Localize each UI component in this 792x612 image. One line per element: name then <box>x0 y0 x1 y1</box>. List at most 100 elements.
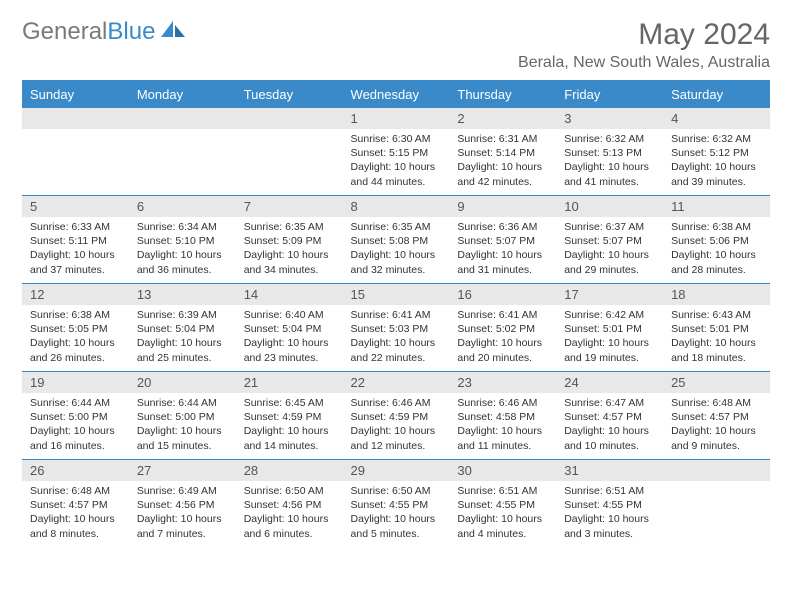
calendar-cell: 8Sunrise: 6:35 AMSunset: 5:08 PMDaylight… <box>343 196 450 284</box>
day-number: 14 <box>236 284 343 305</box>
day-number: 7 <box>236 196 343 217</box>
day-number: 29 <box>343 460 450 481</box>
calendar-row: 26Sunrise: 6:48 AMSunset: 4:57 PMDayligh… <box>22 460 770 548</box>
day-details: Sunrise: 6:51 AMSunset: 4:55 PMDaylight:… <box>556 481 663 545</box>
day-number: 15 <box>343 284 450 305</box>
day-header: Thursday <box>449 82 556 108</box>
brand-logo: GeneralBlue <box>22 18 187 46</box>
day-number: 23 <box>449 372 556 393</box>
calendar-cell: 25Sunrise: 6:48 AMSunset: 4:57 PMDayligh… <box>663 372 770 460</box>
day-header: Monday <box>129 82 236 108</box>
day-details: Sunrise: 6:38 AMSunset: 5:05 PMDaylight:… <box>22 305 129 369</box>
calendar-row: 5Sunrise: 6:33 AMSunset: 5:11 PMDaylight… <box>22 196 770 284</box>
day-number: 5 <box>22 196 129 217</box>
calendar-cell: 12Sunrise: 6:38 AMSunset: 5:05 PMDayligh… <box>22 284 129 372</box>
day-number: 30 <box>449 460 556 481</box>
day-details: Sunrise: 6:47 AMSunset: 4:57 PMDaylight:… <box>556 393 663 457</box>
day-number: 9 <box>449 196 556 217</box>
day-details: Sunrise: 6:33 AMSunset: 5:11 PMDaylight:… <box>22 217 129 281</box>
day-details: Sunrise: 6:41 AMSunset: 5:02 PMDaylight:… <box>449 305 556 369</box>
day-header: Wednesday <box>343 82 450 108</box>
day-number: 16 <box>449 284 556 305</box>
calendar-cell: 17Sunrise: 6:42 AMSunset: 5:01 PMDayligh… <box>556 284 663 372</box>
day-details: Sunrise: 6:48 AMSunset: 4:57 PMDaylight:… <box>663 393 770 457</box>
day-details: Sunrise: 6:35 AMSunset: 5:09 PMDaylight:… <box>236 217 343 281</box>
day-header: Tuesday <box>236 82 343 108</box>
day-details: Sunrise: 6:40 AMSunset: 5:04 PMDaylight:… <box>236 305 343 369</box>
calendar-cell: 14Sunrise: 6:40 AMSunset: 5:04 PMDayligh… <box>236 284 343 372</box>
day-number: 25 <box>663 372 770 393</box>
calendar-cell: 24Sunrise: 6:47 AMSunset: 4:57 PMDayligh… <box>556 372 663 460</box>
day-details: Sunrise: 6:30 AMSunset: 5:15 PMDaylight:… <box>343 129 450 193</box>
day-details: Sunrise: 6:36 AMSunset: 5:07 PMDaylight:… <box>449 217 556 281</box>
calendar-cell: 27Sunrise: 6:49 AMSunset: 4:56 PMDayligh… <box>129 460 236 548</box>
day-details: Sunrise: 6:34 AMSunset: 5:10 PMDaylight:… <box>129 217 236 281</box>
month-title: May 2024 <box>518 18 770 52</box>
sail-icon <box>159 18 187 46</box>
calendar-cell: 10Sunrise: 6:37 AMSunset: 5:07 PMDayligh… <box>556 196 663 284</box>
day-details: Sunrise: 6:46 AMSunset: 4:59 PMDaylight:… <box>343 393 450 457</box>
day-details: Sunrise: 6:41 AMSunset: 5:03 PMDaylight:… <box>343 305 450 369</box>
day-details: Sunrise: 6:39 AMSunset: 5:04 PMDaylight:… <box>129 305 236 369</box>
calendar-cell: 15Sunrise: 6:41 AMSunset: 5:03 PMDayligh… <box>343 284 450 372</box>
calendar-cell-empty <box>22 108 129 196</box>
day-details: Sunrise: 6:46 AMSunset: 4:58 PMDaylight:… <box>449 393 556 457</box>
day-details: Sunrise: 6:42 AMSunset: 5:01 PMDaylight:… <box>556 305 663 369</box>
calendar-row: 19Sunrise: 6:44 AMSunset: 5:00 PMDayligh… <box>22 372 770 460</box>
calendar-cell: 4Sunrise: 6:32 AMSunset: 5:12 PMDaylight… <box>663 108 770 196</box>
day-details: Sunrise: 6:32 AMSunset: 5:13 PMDaylight:… <box>556 129 663 193</box>
calendar-cell: 20Sunrise: 6:44 AMSunset: 5:00 PMDayligh… <box>129 372 236 460</box>
day-details: Sunrise: 6:48 AMSunset: 4:57 PMDaylight:… <box>22 481 129 545</box>
day-details: Sunrise: 6:51 AMSunset: 4:55 PMDaylight:… <box>449 481 556 545</box>
calendar-cell: 26Sunrise: 6:48 AMSunset: 4:57 PMDayligh… <box>22 460 129 548</box>
calendar-cell: 13Sunrise: 6:39 AMSunset: 5:04 PMDayligh… <box>129 284 236 372</box>
day-details: Sunrise: 6:45 AMSunset: 4:59 PMDaylight:… <box>236 393 343 457</box>
day-number: 19 <box>22 372 129 393</box>
day-details: Sunrise: 6:50 AMSunset: 4:55 PMDaylight:… <box>343 481 450 545</box>
day-number-empty <box>663 460 770 481</box>
day-details: Sunrise: 6:37 AMSunset: 5:07 PMDaylight:… <box>556 217 663 281</box>
day-number: 17 <box>556 284 663 305</box>
header: GeneralBlue May 2024 Berala, New South W… <box>22 18 770 72</box>
day-header-row: SundayMondayTuesdayWednesdayThursdayFrid… <box>22 82 770 108</box>
day-number: 22 <box>343 372 450 393</box>
calendar-cell-empty <box>663 460 770 548</box>
calendar-cell: 30Sunrise: 6:51 AMSunset: 4:55 PMDayligh… <box>449 460 556 548</box>
day-header: Friday <box>556 82 663 108</box>
calendar-table: SundayMondayTuesdayWednesdayThursdayFrid… <box>22 82 770 548</box>
day-number: 28 <box>236 460 343 481</box>
day-number: 11 <box>663 196 770 217</box>
day-details: Sunrise: 6:43 AMSunset: 5:01 PMDaylight:… <box>663 305 770 369</box>
calendar-cell: 2Sunrise: 6:31 AMSunset: 5:14 PMDaylight… <box>449 108 556 196</box>
day-details: Sunrise: 6:44 AMSunset: 5:00 PMDaylight:… <box>22 393 129 457</box>
day-header: Saturday <box>663 82 770 108</box>
day-details: Sunrise: 6:50 AMSunset: 4:56 PMDaylight:… <box>236 481 343 545</box>
day-number: 6 <box>129 196 236 217</box>
day-number: 10 <box>556 196 663 217</box>
day-number: 27 <box>129 460 236 481</box>
day-number: 4 <box>663 108 770 129</box>
calendar-cell: 23Sunrise: 6:46 AMSunset: 4:58 PMDayligh… <box>449 372 556 460</box>
calendar-cell: 31Sunrise: 6:51 AMSunset: 4:55 PMDayligh… <box>556 460 663 548</box>
day-number: 3 <box>556 108 663 129</box>
calendar-cell: 29Sunrise: 6:50 AMSunset: 4:55 PMDayligh… <box>343 460 450 548</box>
calendar-cell: 3Sunrise: 6:32 AMSunset: 5:13 PMDaylight… <box>556 108 663 196</box>
calendar-cell: 19Sunrise: 6:44 AMSunset: 5:00 PMDayligh… <box>22 372 129 460</box>
day-number: 13 <box>129 284 236 305</box>
day-details: Sunrise: 6:32 AMSunset: 5:12 PMDaylight:… <box>663 129 770 193</box>
day-details: Sunrise: 6:31 AMSunset: 5:14 PMDaylight:… <box>449 129 556 193</box>
day-number-empty <box>129 108 236 129</box>
day-details: Sunrise: 6:49 AMSunset: 4:56 PMDaylight:… <box>129 481 236 545</box>
day-number: 20 <box>129 372 236 393</box>
day-header: Sunday <box>22 82 129 108</box>
day-number: 1 <box>343 108 450 129</box>
calendar-cell: 11Sunrise: 6:38 AMSunset: 5:06 PMDayligh… <box>663 196 770 284</box>
calendar-cell: 22Sunrise: 6:46 AMSunset: 4:59 PMDayligh… <box>343 372 450 460</box>
calendar-body: 1Sunrise: 6:30 AMSunset: 5:15 PMDaylight… <box>22 108 770 548</box>
day-number: 21 <box>236 372 343 393</box>
calendar-row: 12Sunrise: 6:38 AMSunset: 5:05 PMDayligh… <box>22 284 770 372</box>
day-details: Sunrise: 6:35 AMSunset: 5:08 PMDaylight:… <box>343 217 450 281</box>
brand-name-2: Blue <box>107 18 155 46</box>
location: Berala, New South Wales, Australia <box>518 54 770 72</box>
calendar-cell-empty <box>129 108 236 196</box>
